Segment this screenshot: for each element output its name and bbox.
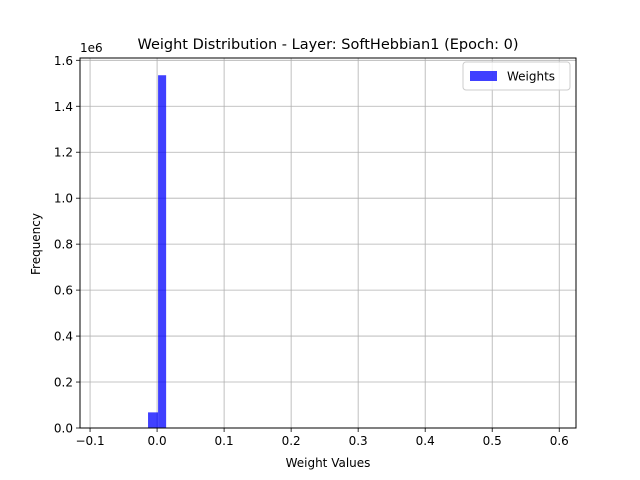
legend-swatch-weights: [470, 71, 497, 81]
y-tick-label: 1.0: [54, 192, 73, 206]
legend-label-weights: Weights: [507, 70, 555, 84]
y-tick-label: 0.4: [54, 330, 73, 344]
y-tick-label: 1.4: [54, 100, 73, 114]
x-tick-label: 0.6: [550, 434, 569, 448]
x-tick-label: 0.1: [215, 434, 234, 448]
x-tick-label: 0.5: [483, 434, 502, 448]
y-tick-label: 1.2: [54, 146, 73, 160]
x-tick-label: 0.4: [416, 434, 435, 448]
histogram-bar: [158, 75, 167, 428]
grid-lines: [80, 58, 576, 429]
plot-frame: [79, 57, 577, 429]
y-axis-ticks: 0.0 0.2 0.4 0.6 0.8 1.0 1.2 1.4 1.6: [54, 54, 80, 436]
y-tick-label: 0.8: [54, 238, 73, 252]
x-tick-label: 0.3: [349, 434, 368, 448]
y-tick-label: 0.6: [54, 284, 73, 298]
y-tick-label: 1.6: [54, 54, 73, 68]
legend: Weights: [462, 61, 571, 91]
x-tick-label: −0.1: [75, 434, 104, 448]
chart-title: Weight Distribution - Layer: SoftHebbian…: [137, 37, 518, 53]
x-axis-ticks: −0.1 0.0 0.1 0.2 0.3 0.4 0.5 0.6: [75, 428, 569, 448]
y-tick-label: 0.2: [54, 376, 73, 390]
y-tick-label: 0.0: [54, 422, 73, 436]
x-tick-label: 0.0: [148, 434, 167, 448]
histogram-bar: [148, 412, 159, 428]
x-tick-label: 0.2: [282, 434, 301, 448]
y-axis-label: Frequency: [29, 213, 43, 275]
histogram-bars: [148, 75, 167, 428]
y-axis-offset-label: 1e6: [80, 41, 103, 55]
legend-box: [462, 61, 571, 91]
x-axis-label: Weight Values: [286, 456, 371, 470]
